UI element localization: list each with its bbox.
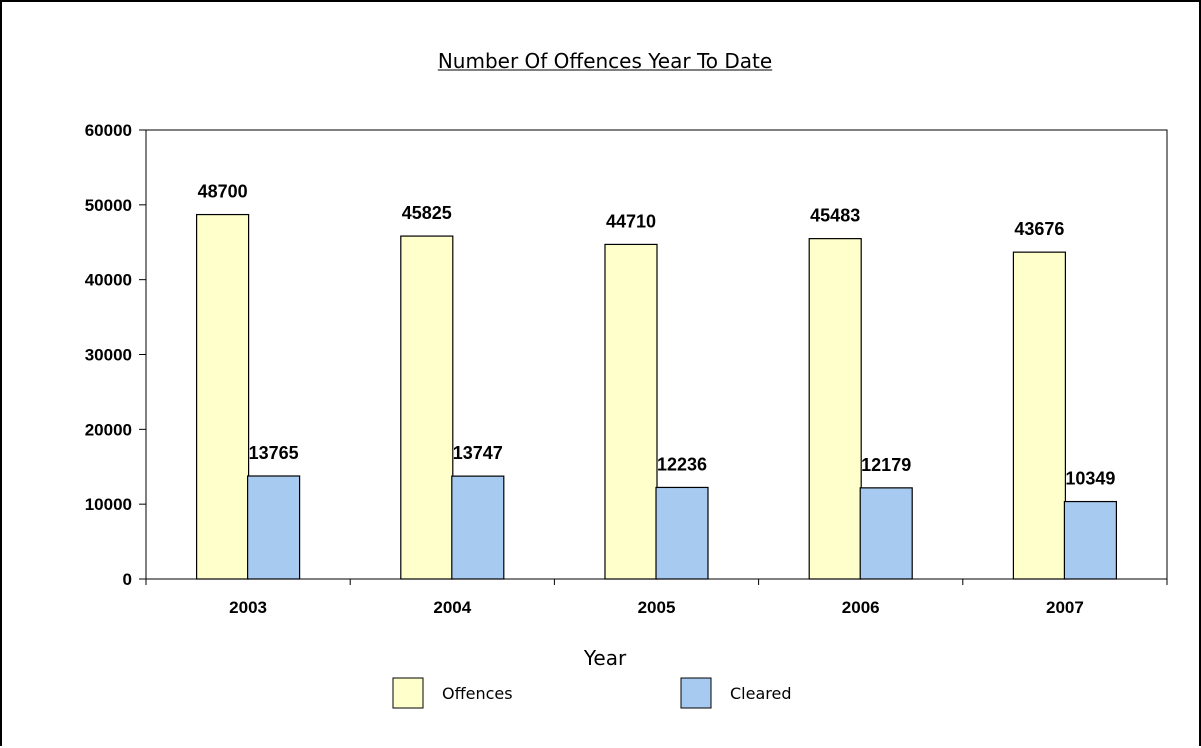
- y-tick-label: 60000: [85, 121, 132, 140]
- data-label-offences: 44710: [606, 211, 656, 231]
- x-axis: 2003 2004 2005 2006 2007: [146, 579, 1167, 617]
- data-label-cleared: 12179: [861, 455, 911, 475]
- bar-cleared: [860, 488, 912, 579]
- y-axis: 0 10000 20000 30000 40000 50000 60000: [85, 121, 146, 589]
- data-label-cleared: 13765: [249, 443, 299, 463]
- y-tick-label: 20000: [85, 420, 132, 439]
- legend: Offences Cleared: [393, 678, 792, 708]
- data-label-cleared: 10349: [1065, 469, 1115, 489]
- bar-cleared: [452, 476, 504, 579]
- y-tick-label: 50000: [85, 196, 132, 215]
- data-label-cleared: 12236: [657, 454, 707, 474]
- bar-offences: [197, 215, 249, 579]
- bar-cleared: [1064, 502, 1116, 579]
- bar-offences: [401, 236, 453, 579]
- data-label-offences: 45825: [402, 203, 452, 223]
- x-axis-title: Year: [583, 646, 627, 670]
- chart-title: Number Of Offences Year To Date: [438, 49, 772, 73]
- bar-offences: [1013, 252, 1065, 579]
- y-tick-label: 0: [123, 570, 132, 589]
- legend-swatch-cleared: [681, 678, 711, 708]
- x-tick-label: 2005: [638, 598, 676, 617]
- data-label-offences: 43676: [1014, 219, 1064, 239]
- legend-label-offences: Offences: [442, 684, 513, 703]
- legend-label-cleared: Cleared: [730, 684, 792, 703]
- y-tick-label: 30000: [85, 346, 132, 365]
- data-label-offences: 45483: [810, 206, 860, 226]
- y-tick-label: 40000: [85, 271, 132, 290]
- x-tick-label: 2007: [1046, 598, 1084, 617]
- data-label-offences: 48700: [198, 182, 248, 202]
- bar-offences: [605, 244, 657, 579]
- data-label-cleared: 13747: [453, 443, 503, 463]
- x-tick-label: 2003: [229, 598, 267, 617]
- bar-offences: [809, 239, 861, 579]
- y-tick-label: 10000: [85, 495, 132, 514]
- legend-swatch-offences: [393, 678, 423, 708]
- x-tick-label: 2004: [433, 598, 471, 617]
- bar-cleared: [656, 487, 708, 579]
- bar-cleared: [248, 476, 300, 579]
- x-tick-label: 2006: [842, 598, 880, 617]
